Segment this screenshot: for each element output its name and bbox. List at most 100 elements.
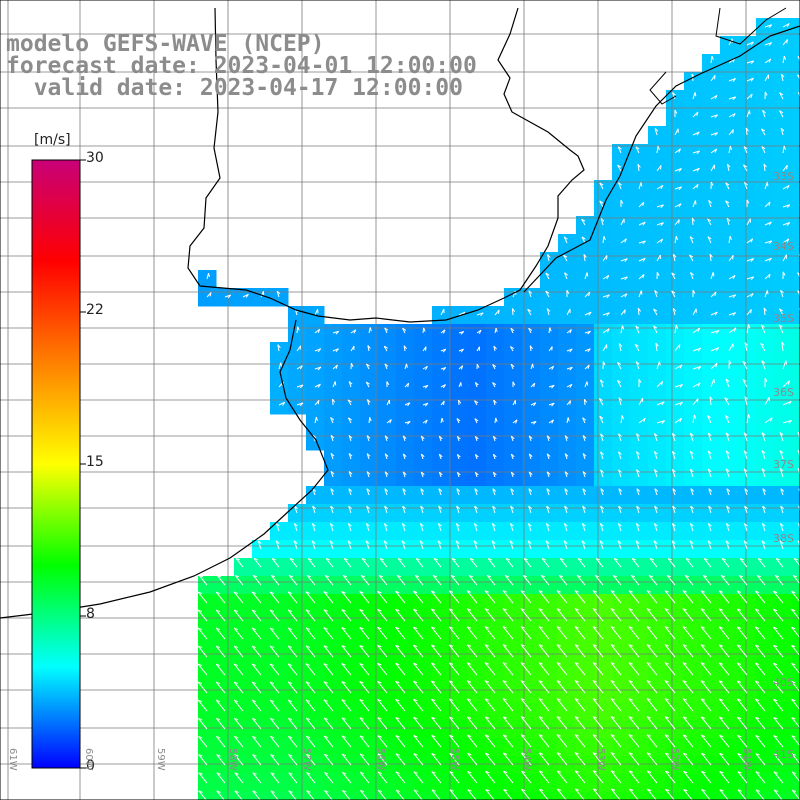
wind-cell — [378, 702, 397, 721]
wind-arrow — [323, 717, 334, 730]
wind-cell — [378, 486, 397, 505]
wind-arrow-head — [665, 752, 670, 755]
wind-arrow — [305, 609, 316, 622]
wind-arrow — [270, 772, 280, 784]
wind-arrow-head — [671, 290, 676, 294]
wind-arrow — [538, 626, 550, 640]
wind-arrow — [773, 626, 784, 640]
wind-cell — [666, 252, 685, 271]
wind-arrow-head — [467, 734, 472, 738]
wind-arrow — [654, 128, 658, 136]
wind-arrow-head — [341, 681, 346, 684]
wind-arrow — [718, 662, 730, 676]
wind-arrow-head — [348, 417, 352, 421]
wind-cell — [558, 432, 577, 451]
wind-arrow-head — [551, 402, 555, 407]
wind-arrow — [600, 451, 604, 460]
wind-arrow-head — [637, 307, 641, 312]
wind-cell — [684, 792, 703, 800]
wind-cell — [792, 234, 800, 253]
wind-arrow-head — [448, 644, 454, 647]
wind-arrow — [761, 128, 766, 136]
wind-arrow — [664, 734, 676, 748]
wind-cell — [756, 540, 775, 559]
wind-cell — [594, 342, 613, 361]
wind-cell — [576, 288, 595, 307]
wind-arrow — [638, 201, 645, 208]
wind-arrow-head — [503, 752, 508, 755]
wind-cell — [648, 792, 667, 800]
wind-arrow — [311, 523, 316, 532]
wind-arrow — [728, 343, 734, 352]
wind-arrow-head — [332, 398, 336, 403]
wind-arrow — [692, 382, 701, 388]
wind-arrow — [305, 627, 316, 640]
wind-arrow-head — [762, 488, 767, 492]
wind-arrow-head — [365, 381, 370, 385]
wind-arrow — [269, 609, 280, 622]
wind-arrow — [582, 488, 586, 496]
wind-arrow — [635, 469, 640, 478]
wind-arrow-head — [395, 789, 401, 793]
wind-cell — [648, 666, 667, 685]
wind-arrow-head — [280, 362, 283, 367]
wind-arrow — [564, 272, 568, 280]
lat-label-38s: 38S — [773, 532, 794, 545]
wind-arrow — [233, 591, 244, 604]
wind-cell — [360, 738, 379, 757]
wind-arrow-head — [315, 416, 318, 421]
wind-arrow-head — [653, 540, 658, 544]
wind-arrow-head — [502, 644, 507, 647]
wind-arrow — [628, 662, 640, 676]
wind-arrow-head — [403, 345, 407, 350]
wind-cell — [504, 612, 523, 631]
wind-arrow-head — [791, 626, 796, 630]
wind-cell — [702, 468, 721, 487]
wind-cell — [630, 702, 649, 721]
wind-arrow-head — [442, 367, 447, 371]
wind-arrow — [754, 644, 766, 658]
wind-cell — [324, 594, 343, 613]
wind-cell — [720, 162, 739, 181]
wind-cell — [630, 432, 649, 451]
wind-arrow-head — [564, 471, 569, 475]
wind-cell — [342, 486, 361, 505]
wind-cell — [414, 756, 433, 775]
wind-cell — [684, 612, 703, 631]
wind-arrow-head — [664, 734, 670, 737]
wind-cell — [774, 360, 793, 379]
wind-arrow — [377, 663, 388, 676]
wind-arrow — [682, 716, 694, 730]
wind-cell — [774, 288, 793, 307]
model-title: modelo GEFS-WAVE (NCEP) — [6, 31, 325, 57]
wind-arrow-head — [539, 788, 544, 792]
wind-cell — [720, 666, 739, 685]
wind-arrow-head — [737, 608, 742, 611]
wind-arrow — [725, 182, 730, 190]
wind-arrow-head — [270, 574, 276, 578]
wind-cell — [540, 738, 559, 757]
wind-arrow-head — [520, 680, 525, 683]
wind-cell — [792, 576, 800, 595]
wind-cell — [450, 738, 469, 757]
wind-cell — [504, 540, 523, 559]
wind-cell — [198, 666, 217, 685]
wind-arrow-head — [690, 488, 695, 492]
wind-arrow-head — [502, 662, 507, 665]
wind-arrow — [628, 788, 639, 800]
wind-arrow — [646, 644, 658, 658]
wind-cell — [720, 486, 739, 505]
wind-cell — [252, 684, 271, 703]
wind-cell — [414, 594, 433, 613]
wind-cell — [504, 774, 523, 793]
wind-arrow — [710, 291, 717, 298]
wind-arrow — [598, 398, 604, 406]
wind-cell — [324, 396, 343, 415]
wind-arrow-head — [305, 591, 310, 594]
wind-arrow-head — [707, 236, 712, 240]
wind-arrow — [782, 360, 787, 370]
wind-cell — [198, 702, 217, 721]
wind-cell — [558, 774, 577, 793]
wind-arrow-head — [696, 150, 701, 155]
wind-arrow — [581, 218, 586, 226]
